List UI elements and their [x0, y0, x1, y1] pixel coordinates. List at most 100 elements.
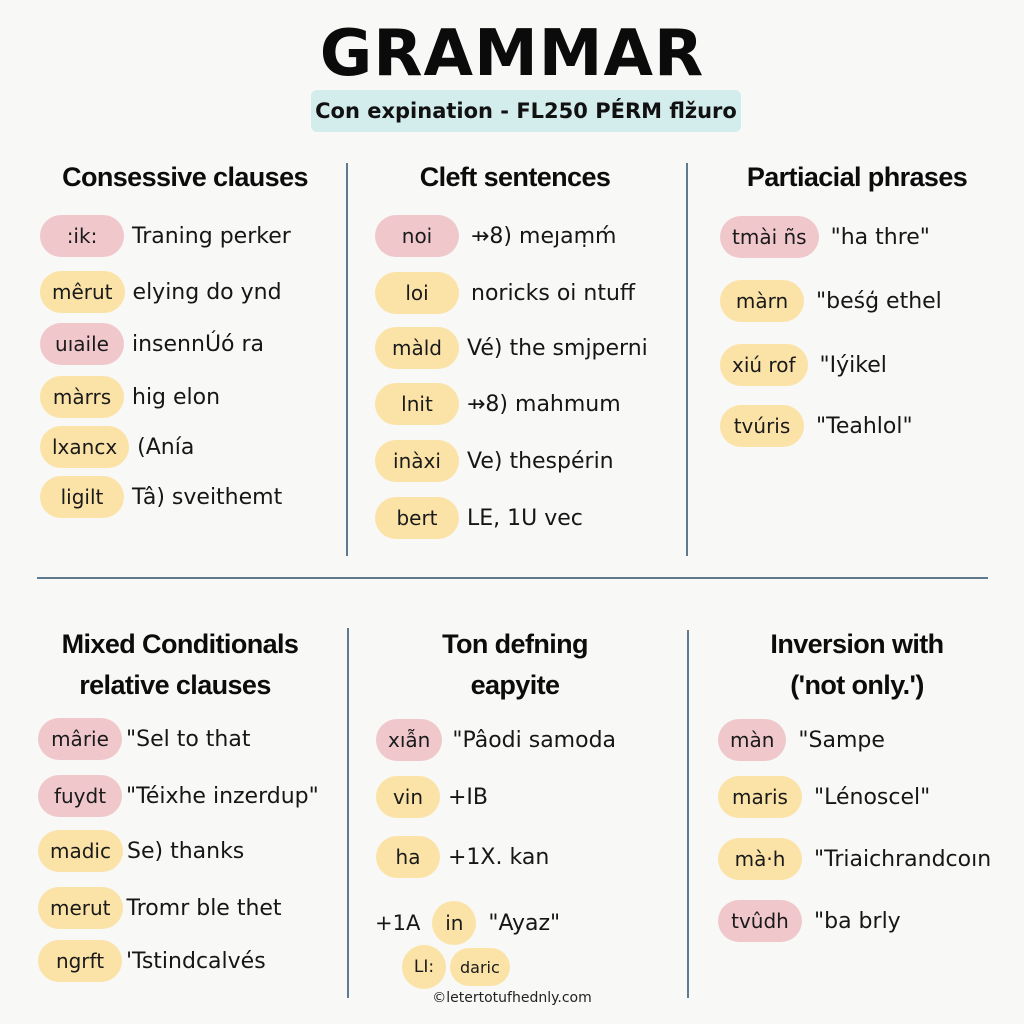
- tag-pill: màrrs: [40, 376, 124, 418]
- section-title: Cleft sentences: [419, 162, 611, 192]
- example-text: Se) thanks: [127, 838, 245, 864]
- section-non-defining: Ton defning eapyite xıẫn "Pâodi samoda v…: [350, 0, 680, 1024]
- section-title-line1: Mixed Conditionals: [61, 629, 299, 659]
- example-text: Tromr ble thet: [126, 895, 282, 921]
- example-text: "Téixhe inzerdup": [126, 783, 319, 809]
- example-text: (Anía: [137, 434, 195, 460]
- divider-bottom-right: [687, 630, 689, 998]
- section-title: Consessive clauses: [62, 162, 308, 192]
- list-item: ha +1X. kan: [376, 836, 549, 878]
- tag-pill: lxancx: [40, 426, 130, 468]
- divider-bottom-left: [347, 628, 349, 998]
- example-text: "Triaichrandcoın: [814, 846, 992, 872]
- list-item: maris "Lénoscel": [718, 776, 930, 818]
- list-item: ligilt Tâ) sveithemt: [40, 476, 282, 518]
- list-item: +1A in "Ayaz": [375, 901, 560, 945]
- tag-pill: tvûdh: [718, 900, 802, 942]
- list-item: fuydt "Téixhe inzerdup": [38, 775, 319, 817]
- tag-pill: tmài ñs: [720, 216, 819, 258]
- tag-pill: bert: [375, 497, 459, 539]
- tag-pill: màrn: [720, 280, 804, 322]
- tag-pill: màn: [718, 719, 787, 761]
- list-item: mârie "Sel to that: [38, 718, 250, 760]
- tag-pill: màld: [375, 327, 459, 369]
- example-text: Vé) the smjperni: [467, 335, 648, 361]
- tag-pill: :ik:: [40, 215, 124, 257]
- list-item: bert LE, 1U vec: [375, 497, 583, 539]
- example-text: Tâ) sveithemt: [132, 484, 283, 510]
- tag-pill: fuydt: [38, 775, 122, 817]
- list-item: madic Se) thanks: [38, 830, 244, 872]
- tag-pill: LI:: [402, 945, 446, 989]
- example-text: hig elon: [132, 384, 221, 410]
- example-text: +IB: [448, 784, 489, 810]
- list-item: uıaile insennÚó ra: [40, 323, 264, 365]
- example-text: elying do ynd: [132, 279, 282, 305]
- footer-credit: ©letertotufhednly.com: [432, 990, 592, 1006]
- example-text: 'Tstindcalvés: [126, 948, 266, 974]
- section-consessive-clauses: Consessive clauses :ik: Traning perker m…: [30, 0, 340, 560]
- list-item: mêrut elying do ynd: [40, 271, 282, 313]
- tag-pill: tvúris: [720, 405, 804, 447]
- list-item: màrn "beśģ ethel: [720, 280, 942, 322]
- tag-pill: ngrft: [38, 940, 122, 982]
- list-item: xıẫn "Pâodi samoda: [376, 719, 616, 761]
- section-title-line1: Inversion with: [770, 629, 944, 659]
- example-text: "ba brly: [814, 908, 901, 934]
- example-text: "Lénoscel": [814, 784, 931, 810]
- list-item: :ik: Traning perker: [40, 215, 291, 257]
- list-item: noi ⇸8) meȷaṃḿ: [375, 215, 616, 257]
- list-item: loi noricks oi ntuff: [375, 272, 635, 314]
- tag-pill: mârie: [38, 718, 122, 760]
- prefix-text: +1A: [375, 911, 421, 935]
- section-title-line1: Ton defning: [442, 629, 588, 659]
- example-text: ⇸8) meȷaṃḿ: [471, 223, 617, 249]
- tag-pill-secondary: daric: [450, 948, 510, 986]
- example-text: "beśģ ethel: [816, 288, 942, 314]
- example-text: Ve) thespérin: [467, 448, 614, 474]
- list-item: tvûdh "ba brly: [718, 900, 901, 942]
- list-item: vin +IB: [376, 776, 488, 818]
- tag-pill: xiú rof: [720, 344, 808, 386]
- list-item: LI: daric: [402, 945, 510, 989]
- example-text: Traning perker: [132, 223, 291, 249]
- section-title-line2: relative clauses: [79, 670, 271, 700]
- tag-pill: ligilt: [40, 476, 124, 518]
- page-title: GRAMMAR: [319, 17, 705, 91]
- example-text: +1X. kan: [448, 844, 550, 870]
- tag-pill: mêrut: [40, 271, 125, 313]
- tag-pill: inàxi: [375, 440, 459, 482]
- tag-pill: uıaile: [40, 323, 124, 365]
- list-item: xiú rof "Iýikel: [720, 344, 887, 386]
- tag-pill: madic: [38, 830, 123, 872]
- tag-pill: maris: [718, 776, 802, 818]
- section-title-line2: ('not only.'): [790, 670, 924, 700]
- tag-pill: noi: [375, 215, 459, 257]
- tag-pill: xıẫn: [376, 719, 443, 761]
- section-title-line2: eapyite: [470, 670, 560, 700]
- list-item: lxancx (Anía: [40, 426, 194, 468]
- list-item: ngrft 'Tstindcalvés: [38, 940, 266, 982]
- section-cleft-sentences: Cleft sentences noi ⇸8) meȷaṃḿ loi noric…: [350, 0, 680, 560]
- list-item: tvúris "Teahlol": [720, 405, 913, 447]
- list-item: màld Vé) the smjperni: [375, 327, 648, 369]
- example-text: "Sampe: [798, 727, 885, 753]
- list-item: mà·h "Triaichrandcoın: [718, 838, 991, 880]
- list-item: merut Tromr ble thet: [38, 887, 282, 929]
- divider-top-left: [346, 163, 348, 556]
- list-item: màn "Sampe: [718, 719, 885, 761]
- tag-pill: loi: [375, 272, 459, 314]
- example-text: "Ayaz": [488, 910, 561, 936]
- tag-pill: in: [432, 901, 477, 945]
- section-inversion: Inversion with ('not only.') màn "Sampe …: [690, 0, 1024, 1024]
- divider-top-right: [686, 163, 688, 556]
- section-participial-phrases: Partiacial phrases tmài ñs "ha thre" màr…: [690, 0, 1024, 560]
- example-text: "Iýikel: [819, 352, 887, 378]
- tag-pill: ha: [376, 836, 440, 878]
- example-text: LE, 1U vec: [467, 505, 583, 531]
- example-text: "Teahlol": [816, 413, 913, 439]
- tag-pill: merut: [38, 887, 123, 929]
- list-item: lnit ⇸8) mahmum: [375, 383, 621, 425]
- section-title: Partiacial phrases: [746, 162, 968, 192]
- divider-horizontal: [37, 577, 988, 579]
